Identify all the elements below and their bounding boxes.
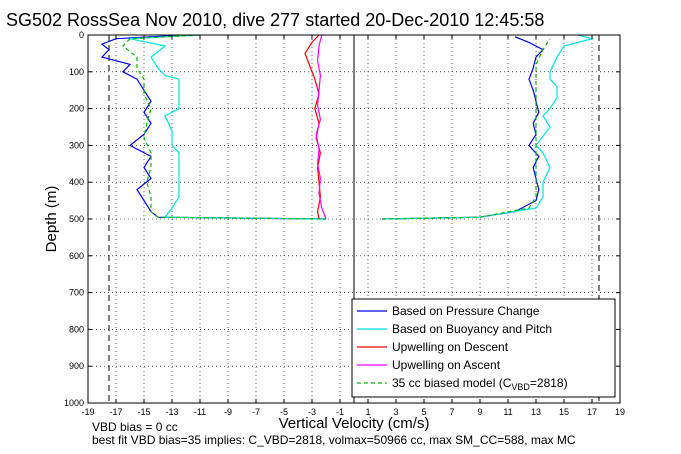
y-tick-label: 900 [69,361,84,371]
x-axis-label: Vertical Velocity (cm/s) [279,415,430,432]
series-line-upwelling [315,35,327,220]
legend-label: 35 cc biased model (CVBD=2818) [392,376,568,392]
series-line-35-descent [122,35,327,220]
legend-label: Upwelling on Ascent [392,358,501,372]
x-tick-label: -5 [280,407,288,417]
y-tick-label: 800 [69,324,84,334]
x-tick-label: 7 [449,407,454,417]
y-tick-label: 300 [69,140,84,150]
y-tick-label: 700 [69,288,84,298]
legend-label: Based on Pressure Change [392,304,540,318]
legend-label: Upwelling on Descent [392,340,509,354]
series-line-based-ascent [381,35,595,220]
x-tick-label: 1 [365,407,370,417]
series-line-based-descent [100,35,327,220]
y-axis-ticks: 0 100 200 300 400 500 600 700 800 900 1000 [64,30,620,408]
vbd-bias-note: VBD bias = 0 cc [92,420,178,434]
x-tick-label: 15 [559,407,569,417]
x-tick-label: -3 [308,407,316,417]
y-axis-label: Depth (m) [43,186,60,253]
legend: Based on Pressure Change Based on Buoyanc… [351,298,616,398]
legend-label: Based on Buoyancy and Pitch [392,322,552,336]
series-line-35-ascent [381,38,551,220]
chart-title: SG502 RossSea Nov 2010, dive 277 started… [6,10,544,30]
y-tick-label: 0 [79,30,84,40]
x-tick-label: 17 [587,407,597,417]
x-tick-label: -19 [81,407,94,417]
x-tick-label: 11 [503,407,512,417]
y-tick-label: 200 [69,104,84,114]
best-fit-note: best fit VBD bias=35 implies: C_VBD=2818… [92,433,576,447]
x-tick-label: -15 [137,407,150,417]
y-tick-label: 1000 [64,398,84,408]
series-line-based-ascent [381,36,544,220]
series-layer [100,35,595,220]
x-tick-label: 5 [421,407,426,417]
x-axis-ticks: -19 -17 -15 -13 -11 -9 -7 -5 -3 -1 1 3 5 7 9 11 13 15 17 19 [81,35,625,417]
x-tick-label: -1 [336,407,344,417]
x-tick-label: -11 [194,407,206,417]
x-tick-label: 9 [477,407,482,417]
x-tick-label: -13 [165,407,178,417]
x-tick-label: -9 [224,407,232,417]
y-tick-label: 600 [69,251,84,261]
x-tick-label: 13 [531,407,541,417]
series-line-based-descent [129,35,327,220]
y-tick-label: 400 [69,177,84,187]
legend-box [351,298,616,398]
y-tick-label: 100 [69,67,84,77]
y-tick-label: 500 [69,214,84,224]
x-tick-label: 3 [393,407,398,417]
x-tick-label: 19 [615,407,625,417]
x-tick-label: -7 [252,407,260,417]
x-tick-label: -17 [109,407,122,417]
